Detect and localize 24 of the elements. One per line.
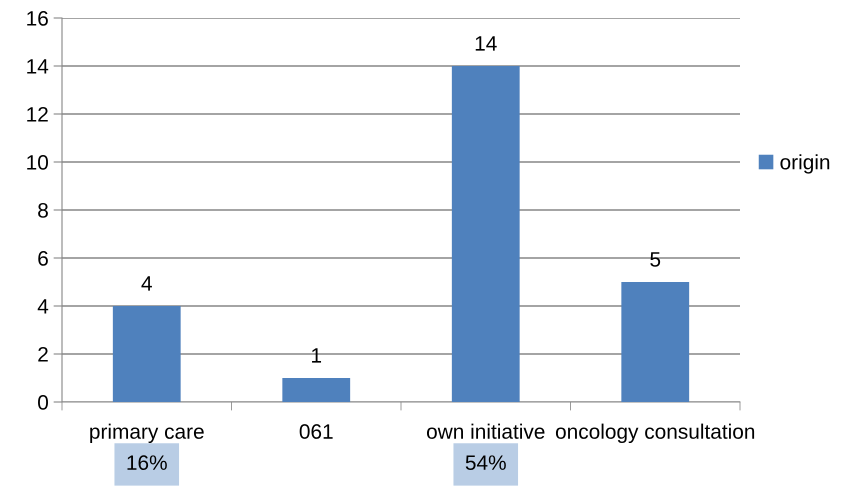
x-tick-label: own initiative <box>426 424 544 439</box>
y-tick-label: 2 <box>38 347 48 362</box>
y-tick-label: 14 <box>27 59 48 74</box>
legend-label: origin <box>780 154 830 174</box>
text: 54% <box>466 455 506 470</box>
bar <box>452 66 520 402</box>
bar <box>112 306 181 402</box>
data-label: 5 <box>650 252 660 267</box>
data-label: 14 <box>476 36 497 51</box>
y-tick-label: 10 <box>27 155 48 170</box>
data-label: 4 <box>141 276 152 291</box>
y-tick-label: 12 <box>27 107 48 122</box>
text: 16% <box>127 455 167 470</box>
x-tick-label: oncology consultation <box>556 424 754 444</box>
y-tick-label: 16 <box>27 11 48 26</box>
x-tick-label: 061 <box>300 424 333 439</box>
y-tick-label: 0 <box>38 395 48 410</box>
bar <box>621 282 690 402</box>
y-tick-label: 6 <box>38 251 48 266</box>
y-tick-label: 4 <box>38 299 48 314</box>
data-label: 1 <box>312 348 322 363</box>
y-tick-label: 8 <box>38 203 48 218</box>
x-tick-label: primary care <box>90 424 204 444</box>
bar <box>282 378 350 402</box>
